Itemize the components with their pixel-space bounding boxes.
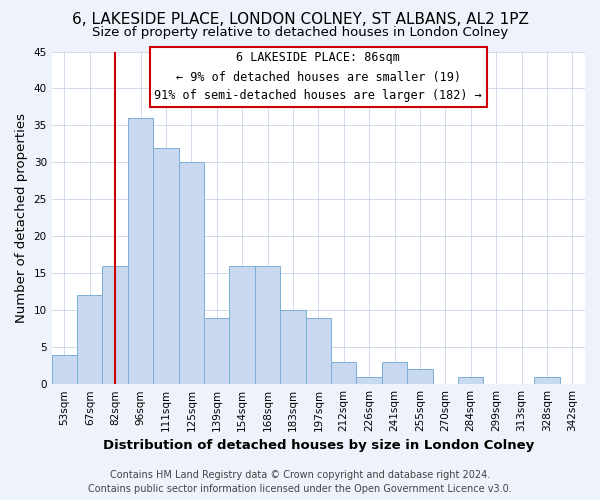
Text: 6 LAKESIDE PLACE: 86sqm
← 9% of detached houses are smaller (19)
91% of semi-det: 6 LAKESIDE PLACE: 86sqm ← 9% of detached… xyxy=(154,52,482,102)
Bar xyxy=(534,377,560,384)
Bar xyxy=(255,266,280,384)
X-axis label: Distribution of detached houses by size in London Colney: Distribution of detached houses by size … xyxy=(103,440,534,452)
Bar xyxy=(153,148,179,384)
Bar xyxy=(229,266,255,384)
Bar xyxy=(305,318,331,384)
Bar xyxy=(128,118,153,384)
Bar xyxy=(179,162,204,384)
Bar xyxy=(77,296,103,384)
Bar xyxy=(382,362,407,384)
Bar xyxy=(103,266,128,384)
Bar xyxy=(204,318,229,384)
Bar xyxy=(356,377,382,384)
Text: Contains HM Land Registry data © Crown copyright and database right 2024.
Contai: Contains HM Land Registry data © Crown c… xyxy=(88,470,512,494)
Text: 6, LAKESIDE PLACE, LONDON COLNEY, ST ALBANS, AL2 1PZ: 6, LAKESIDE PLACE, LONDON COLNEY, ST ALB… xyxy=(71,12,529,28)
Bar xyxy=(280,310,305,384)
Bar xyxy=(458,377,484,384)
Bar xyxy=(52,354,77,384)
Bar xyxy=(331,362,356,384)
Bar xyxy=(407,370,433,384)
Y-axis label: Number of detached properties: Number of detached properties xyxy=(15,113,28,323)
Text: Size of property relative to detached houses in London Colney: Size of property relative to detached ho… xyxy=(92,26,508,39)
